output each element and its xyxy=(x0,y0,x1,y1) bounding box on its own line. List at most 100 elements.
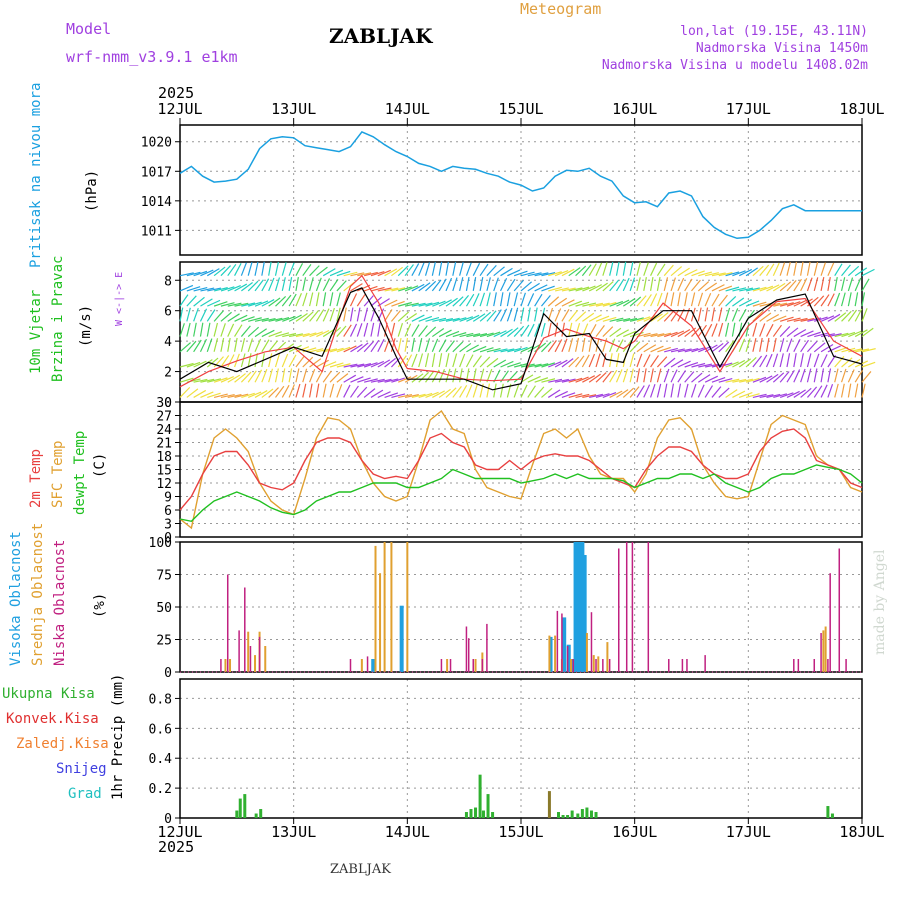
wind-arrow xyxy=(254,317,269,322)
wind-arrow xyxy=(568,300,583,307)
wind-arrow xyxy=(616,299,630,307)
wind-arrow xyxy=(438,339,447,353)
wind-arrow xyxy=(465,354,474,368)
wind-arrow xyxy=(684,361,699,368)
wind-arrow xyxy=(772,324,782,337)
cloud-bar-low xyxy=(349,659,352,672)
wind-arrow xyxy=(629,277,636,292)
wind-arrow xyxy=(418,315,433,322)
wind-arrow xyxy=(179,307,184,322)
wind-arrow xyxy=(705,363,719,368)
wind-arrow xyxy=(465,384,473,398)
wind-arrow xyxy=(547,340,557,353)
wind-arrow xyxy=(288,314,302,322)
wind-arrow xyxy=(752,286,767,292)
wind-arrow xyxy=(656,356,668,368)
wind-arrow xyxy=(499,292,504,307)
precip-bar xyxy=(547,791,551,818)
wind-arrow xyxy=(309,358,322,368)
meteogram-title: Meteogram xyxy=(520,0,602,18)
wind-arrow xyxy=(213,377,228,383)
wind-arrow xyxy=(179,272,194,277)
wind-arrow xyxy=(336,384,343,398)
wind-arrow xyxy=(656,277,661,292)
wind-arrow xyxy=(841,347,856,353)
wind-arrow xyxy=(813,277,819,292)
wind-arrow xyxy=(800,298,813,307)
wind-arrow xyxy=(827,313,841,322)
wind-arrow xyxy=(213,322,219,337)
wind-arrow xyxy=(650,293,658,307)
wind-arrow xyxy=(472,262,481,276)
cloud-bar-high xyxy=(578,542,583,672)
wind-arrow xyxy=(520,281,533,292)
wind-arrow xyxy=(322,308,330,322)
wind-arrow xyxy=(200,298,213,307)
cloud-bar-low xyxy=(366,656,369,672)
wind-arrow xyxy=(179,294,189,307)
wind-arrow xyxy=(309,331,323,338)
cloud-bar-high xyxy=(573,542,578,672)
wind-arrow xyxy=(677,360,691,368)
wind-arrow xyxy=(779,262,786,276)
wind-arrow xyxy=(329,362,344,368)
wind-arrow xyxy=(220,355,230,368)
wind-arrow xyxy=(670,369,678,383)
wind-arrow xyxy=(179,362,194,368)
cloud-bar-low xyxy=(704,655,706,672)
wind-arrow xyxy=(820,315,835,322)
wind-arrow xyxy=(765,353,773,368)
wind-arrow xyxy=(288,384,295,398)
wind-arrow xyxy=(847,309,858,322)
precip-bar xyxy=(491,812,495,818)
wind-arrow xyxy=(268,387,279,398)
t2m-line xyxy=(179,428,863,511)
wind-arrow xyxy=(418,353,424,368)
wind-arrow xyxy=(295,293,303,307)
wind-arrow xyxy=(227,337,231,352)
wind-arrow xyxy=(820,294,830,307)
wind-arrow xyxy=(404,313,418,322)
wind-arrow xyxy=(548,361,562,368)
wind-arrow xyxy=(281,384,290,398)
wind-arrow xyxy=(629,368,634,383)
wind-arrow xyxy=(793,317,808,322)
wind-arrow xyxy=(602,316,617,322)
wind-arrow xyxy=(234,283,248,292)
wind-arrow xyxy=(240,262,247,276)
wind-arrow xyxy=(554,270,569,277)
wind-arrow xyxy=(206,338,213,352)
wind-arrow xyxy=(520,324,530,337)
wind-arrow xyxy=(663,368,670,383)
wind-arrow xyxy=(302,263,312,277)
wind-arrow xyxy=(582,312,595,322)
wind-arrow xyxy=(404,354,413,368)
model-altitude-label: Nadmorska Visina u modelu 1408.02m xyxy=(601,58,868,73)
panel-frame xyxy=(179,678,863,819)
model-name: wrf-nmm_v3.9.1 e1km xyxy=(66,48,238,66)
wind-arrow xyxy=(670,359,684,368)
wind-arrow xyxy=(479,332,494,338)
wind-arrow xyxy=(302,332,317,338)
cloud-bar-high xyxy=(566,644,571,672)
wind-arrow xyxy=(732,390,746,398)
wind-arrow xyxy=(493,330,507,338)
wind-arrow xyxy=(213,310,224,322)
wind-arrow xyxy=(356,307,361,322)
precip-bar xyxy=(830,813,834,818)
cloud-bar-mid xyxy=(254,655,257,672)
model-label: Model xyxy=(66,20,112,38)
precip-bar xyxy=(576,813,580,818)
wind-arrow xyxy=(527,375,541,383)
wind-arrow xyxy=(370,296,382,307)
wind-arrow xyxy=(370,389,384,398)
wind-arrow xyxy=(234,373,246,383)
wind-arrow xyxy=(554,322,559,337)
wind-arrow xyxy=(820,354,828,368)
wind-arrow xyxy=(813,295,825,307)
precip-bar xyxy=(589,810,593,818)
wind-arrow xyxy=(663,310,675,322)
wind-arrow xyxy=(588,284,602,292)
wind-arrow xyxy=(418,337,423,352)
station-title: ZABLJAK xyxy=(329,24,433,48)
